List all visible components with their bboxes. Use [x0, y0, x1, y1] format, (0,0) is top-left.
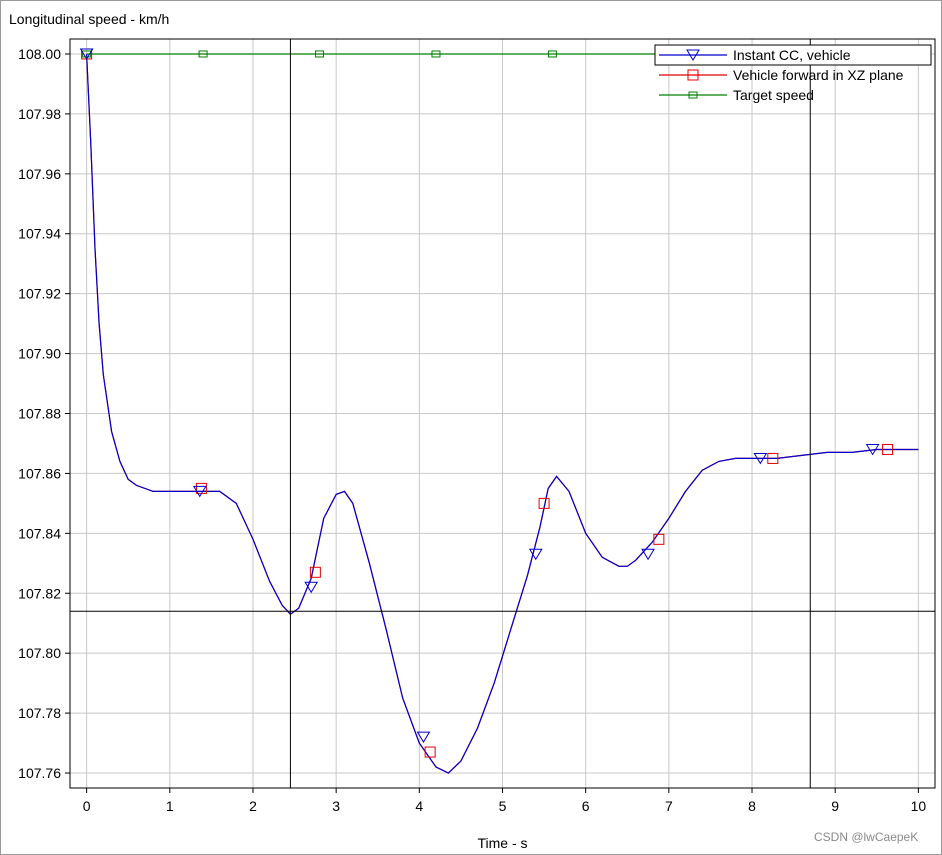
- x-tick-label: 8: [748, 798, 756, 814]
- marker-square-small: [198, 50, 208, 58]
- marker-square-small: [431, 50, 441, 58]
- marker-triangle: [416, 731, 431, 744]
- legend-entry-label: Instant CC, vehicle: [733, 47, 851, 63]
- y-tick-label: 107.80: [18, 645, 61, 661]
- x-tick-label: 3: [332, 798, 340, 814]
- marker-triangle: [865, 443, 880, 456]
- series-layer: [79, 48, 919, 774]
- y-tick-label: 107.92: [18, 286, 61, 302]
- marker-triangle: [79, 48, 94, 60]
- y-tick-label: 107.82: [18, 585, 61, 601]
- x-tick-label: 2: [249, 798, 257, 814]
- x-tick-label: 1: [166, 798, 174, 814]
- x-tick-label: 9: [831, 798, 839, 814]
- marker-triangle: [304, 581, 319, 594]
- marker-square-small: [688, 91, 698, 99]
- series-line: [86, 53, 919, 774]
- marker-triangle: [641, 548, 655, 561]
- x-tick-label: 6: [582, 798, 590, 814]
- y-tick-label: 107.84: [18, 525, 61, 541]
- tick-labels: 0 1 2 3 4 5 6 7 8 9 10 107.76 107.78 107.80 107.82 107.…: [18, 46, 926, 814]
- marker-square: [309, 566, 321, 578]
- marker-square-small: [315, 50, 325, 58]
- marker-square: [687, 69, 699, 81]
- y-tick-label: 107.98: [18, 106, 61, 122]
- y-tick-label: 107.96: [18, 166, 61, 182]
- y-tick-label: 107.86: [18, 465, 61, 481]
- x-tick-label: 7: [665, 798, 673, 814]
- marker-triangle: [528, 548, 543, 561]
- y-tick-label: 107.94: [18, 226, 61, 242]
- marker-triangle: [192, 485, 207, 498]
- marker-square: [767, 452, 779, 464]
- legend-entry-label: Vehicle forward in XZ plane: [733, 67, 904, 83]
- legend: Instant CC, vehicle Vehicle forward in XZ…: [654, 44, 932, 103]
- legend-entry-label: Target speed: [733, 87, 814, 103]
- x-axis-label: Time - s: [477, 835, 527, 851]
- legend-highlight-box: [654, 44, 932, 66]
- grid: [70, 39, 935, 788]
- cursor-layer: [70, 39, 935, 788]
- marker-square: [538, 497, 550, 509]
- marker-square: [424, 746, 436, 758]
- y-tick-label: 107.88: [18, 406, 61, 422]
- marker-square-small: [82, 50, 92, 58]
- marker-triangle: [753, 452, 768, 465]
- marker-square: [882, 443, 894, 455]
- y-tick-label: 107.78: [18, 705, 61, 721]
- chart-title: Longitudinal speed - km/h: [9, 11, 170, 27]
- marker-triangle: [686, 49, 700, 61]
- x-tick-label: 0: [83, 798, 91, 814]
- y-tick-label: 107.76: [18, 765, 61, 781]
- y-tick-label: 108.00: [18, 46, 61, 62]
- marker-square: [653, 533, 665, 545]
- x-tick-label: 4: [415, 798, 423, 814]
- y-tick-label: 107.90: [18, 346, 61, 362]
- marker-square-small: [547, 50, 557, 58]
- watermark: CSDN @lwCaepeK: [814, 830, 919, 844]
- x-tick-label: 10: [911, 798, 927, 814]
- x-tick-label: 5: [499, 798, 507, 814]
